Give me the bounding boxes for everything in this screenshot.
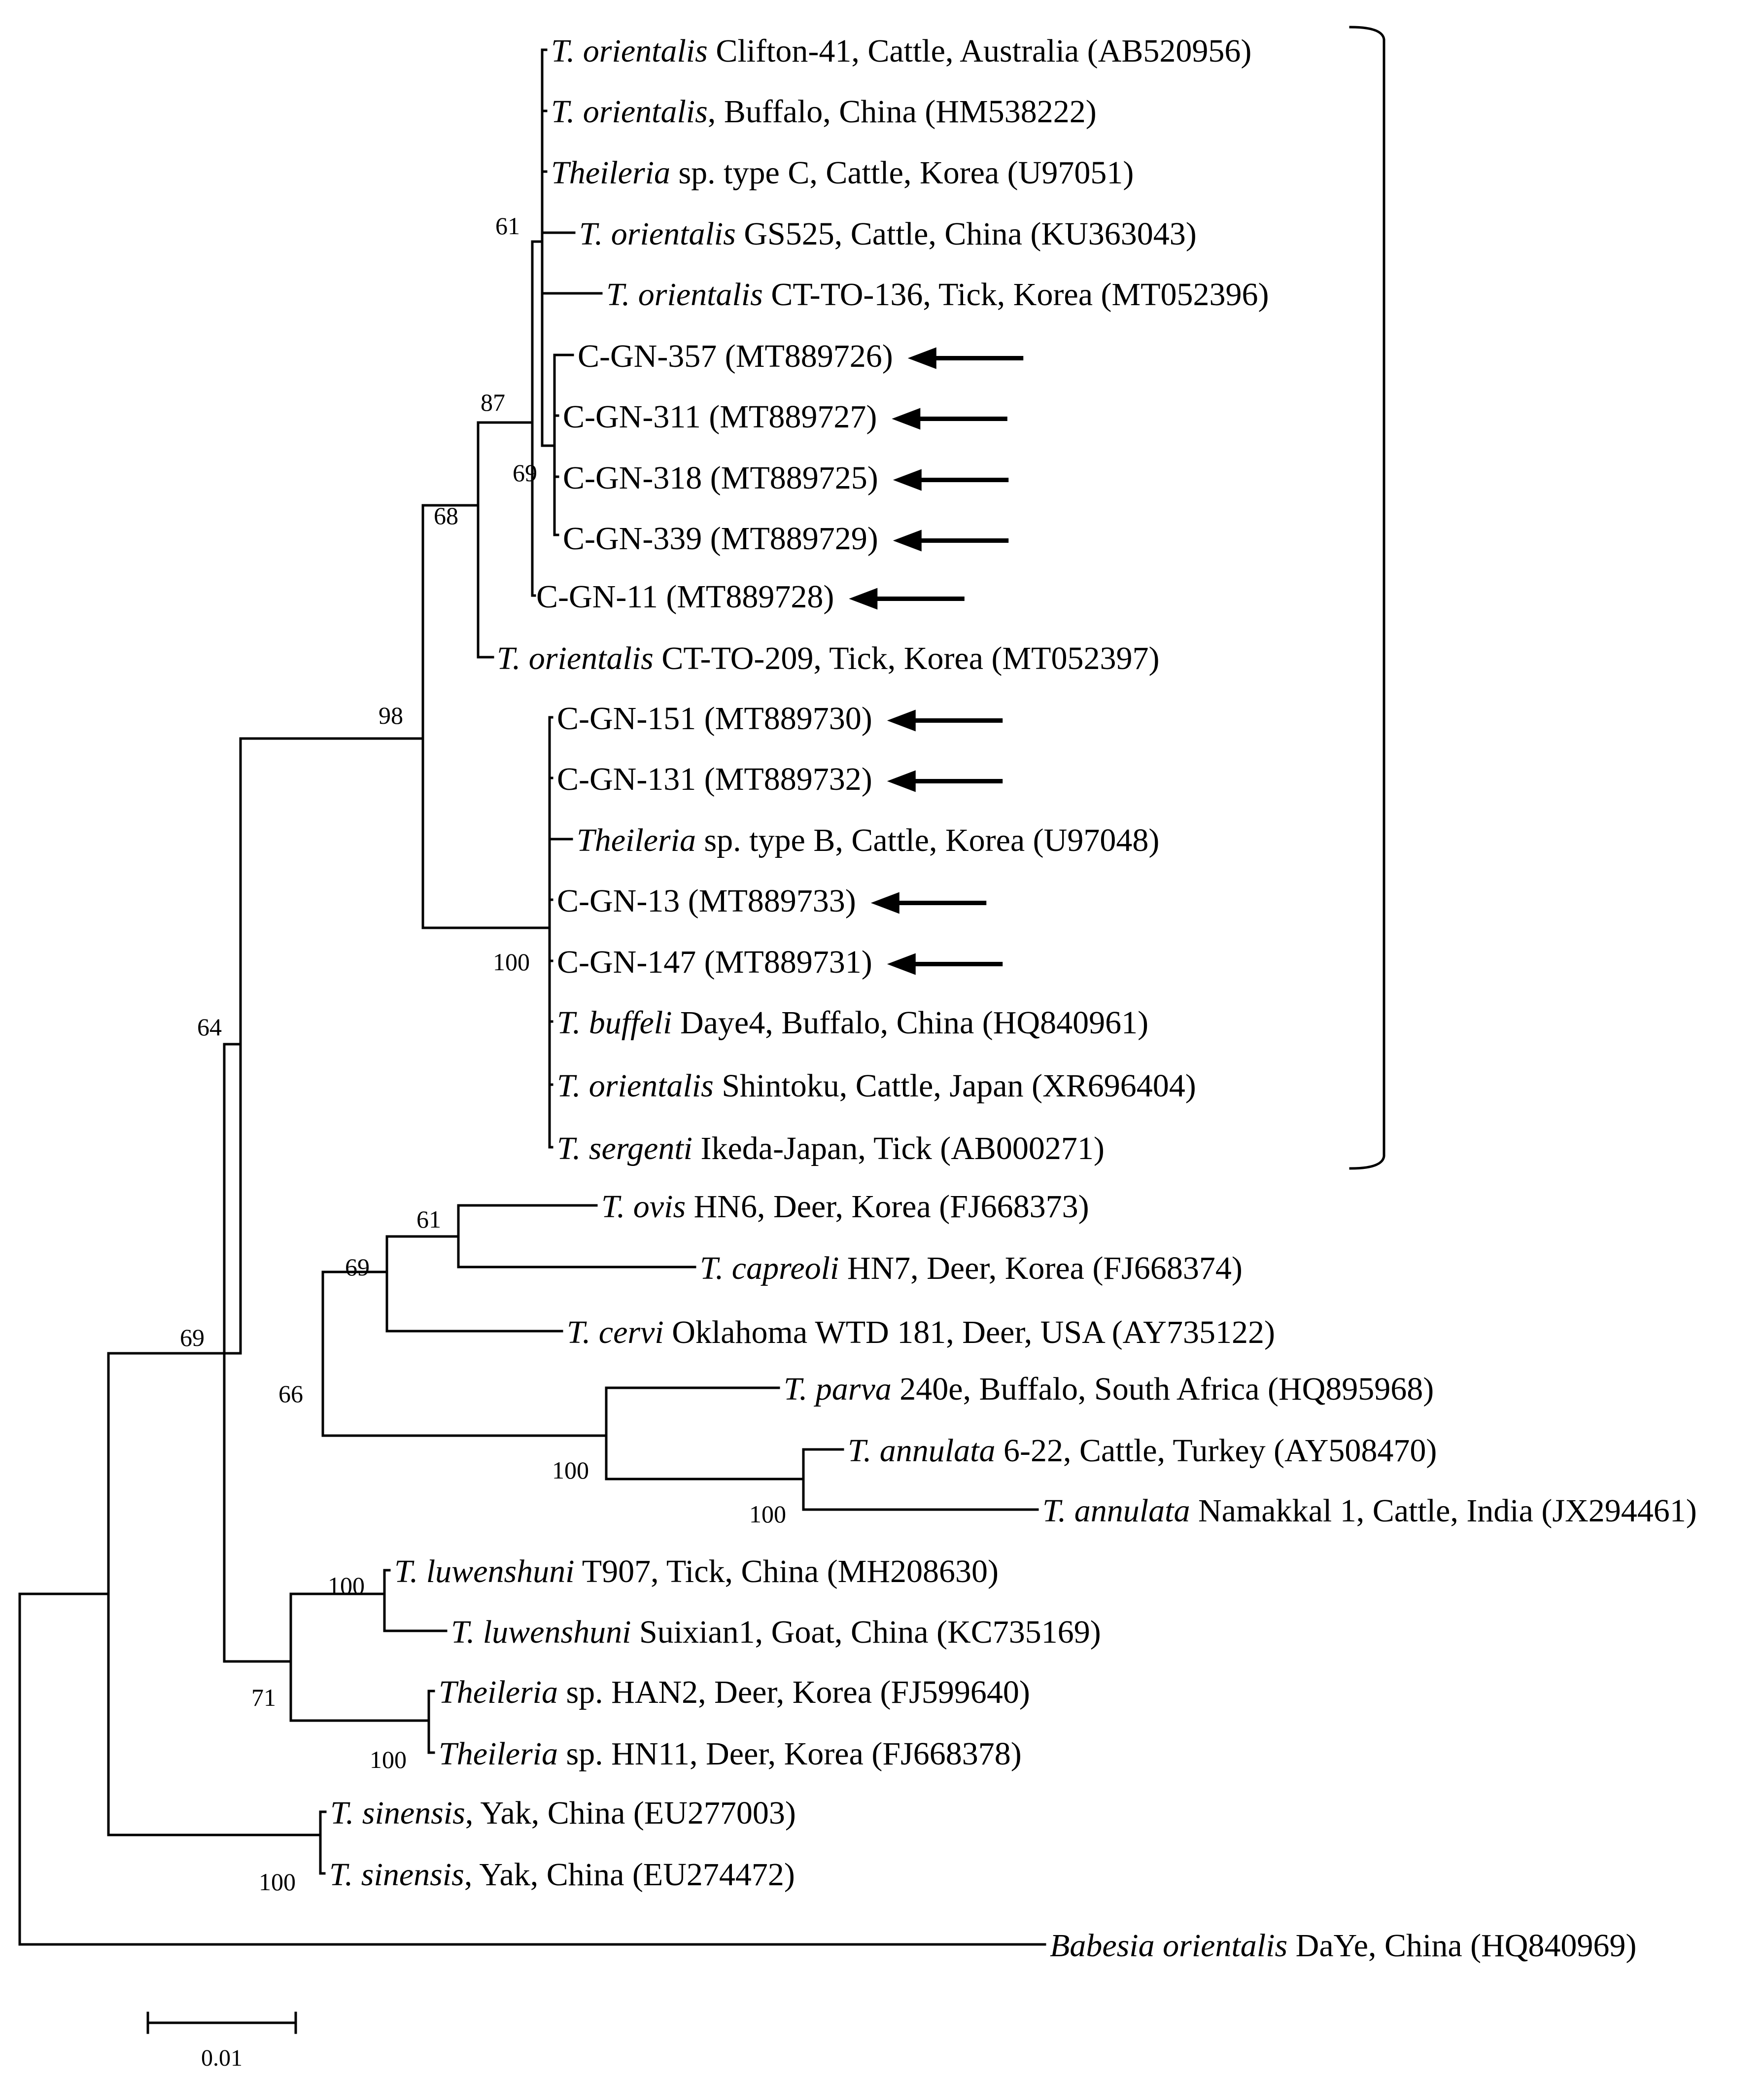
leaf-label: T. orientalis GS525, Cattle, China (KU36…: [579, 216, 1197, 252]
sample-arrow-head: [892, 408, 921, 430]
leaf-label: T. cervi Oklahoma WTD 181, Deer, USA (AY…: [567, 1314, 1275, 1350]
sample-arrow-head: [887, 770, 916, 792]
sample-arrow-head: [870, 892, 899, 914]
leaf-label: T. luwenshuni T907, Tick, China (MH20863…: [394, 1553, 999, 1589]
branch-node-64: [223, 737, 424, 1355]
sample-arrow-head: [893, 469, 922, 491]
sample-arrow-head: [893, 529, 922, 552]
sample-arrow: [870, 892, 987, 914]
leaf-label: T. orientalis, Buffalo, China (HM538222): [551, 94, 1097, 130]
branch-node-71: [289, 1592, 430, 1722]
bootstrap-value: 100: [493, 948, 530, 976]
bootstrap-value: 100: [259, 1868, 296, 1896]
leaf-label: C-GN-339 (MT889729): [563, 521, 878, 557]
leaf-label: C-GN-311 (MT889727): [563, 399, 877, 435]
leaf-label: T. buffeli Daye4, Buffalo, China (HQ8409…: [557, 1005, 1148, 1041]
branch-node-100-luwenshuni: [383, 1569, 448, 1632]
bootstrap-value: 64: [197, 1013, 222, 1041]
leaf-label: C-GN-131 (MT889732): [557, 761, 872, 797]
sample-arrow-head: [887, 709, 916, 732]
branch-node-61-deer: [457, 1204, 696, 1269]
sample-arrow-head: [849, 588, 878, 610]
sample-arrow: [849, 588, 965, 610]
bootstrap-value: 71: [251, 1684, 276, 1711]
sample-arrow: [907, 347, 1024, 369]
sample-arrow: [887, 709, 1003, 732]
leaf-label: T. sergenti Ikeda-Japan, Tick (AB000271): [557, 1130, 1105, 1166]
leaf-label: T. orientalis CT-TO-209, Tick, Korea (MT…: [497, 640, 1159, 676]
branch-node-61-polytomy: [541, 48, 603, 447]
sample-arrow-head: [907, 347, 936, 369]
sample-arrow: [893, 529, 1009, 552]
branch-node-69-samples: [553, 353, 574, 536]
leaf-labels: T. orientalis Clifton-41, Cattle, Austra…: [329, 33, 1697, 1964]
bootstrap-value: 69: [345, 1253, 370, 1281]
leaf-label: T. luwenshuni Suixian1, Goat, China (KC7…: [451, 1614, 1101, 1650]
bootstrap-value: 66: [278, 1380, 303, 1408]
leaf-label: C-GN-151 (MT889730): [557, 701, 872, 737]
scale-bar-label: 0.01: [201, 2045, 242, 2071]
leaf-label: C-GN-11 (MT889728): [536, 579, 834, 615]
bootstrap-value: 61: [416, 1205, 441, 1233]
branch-root: [18, 1592, 1046, 1946]
branch-node-98: [421, 504, 551, 929]
leaf-label: T. parva 240e, Buffalo, South Africa (HQ…: [784, 1371, 1434, 1407]
bootstrap-value: 61: [495, 212, 520, 240]
leaf-label: C-GN-13 (MT889733): [557, 883, 856, 919]
leaf-label: Theileria sp. type C, Cattle, Korea (U97…: [551, 155, 1134, 191]
branch-node-100-annulata: [802, 1448, 1039, 1511]
leaf-label: Theileria sp. type B, Cattle, Korea (U97…: [577, 822, 1159, 858]
leaf-label: T. annulata Namakkal 1, Cattle, India (J…: [1042, 1493, 1697, 1529]
sample-arrow-head: [887, 953, 916, 975]
bootstrap-value: 87: [481, 388, 505, 416]
branch-node-100-typeB: [548, 716, 573, 1149]
branch-node-69-deer-arms: [385, 1235, 563, 1333]
leaf-label: T. ovis HN6, Deer, Korea (FJ668373): [601, 1189, 1089, 1225]
branch-node-69-ingroup: [107, 1352, 322, 1836]
leaf-label: T. orientalis Shintoku, Cattle, Japan (X…: [557, 1068, 1196, 1104]
branch-node-66: [321, 1270, 608, 1437]
bootstrap-value: 100: [370, 1746, 407, 1773]
bootstrap-value: 69: [513, 459, 537, 487]
leaf-label: C-GN-318 (MT889725): [563, 460, 878, 496]
bootstrap-value: 69: [180, 1324, 205, 1351]
leaf-label: Theileria sp. HAN2, Deer, Korea (FJ59964…: [439, 1674, 1030, 1710]
sample-arrow: [893, 469, 1009, 491]
leaf-label: Theileria sp. HN11, Deer, Korea (FJ66837…: [439, 1736, 1022, 1772]
bootstrap-value: 100: [749, 1500, 786, 1528]
sample-arrow: [887, 770, 1003, 792]
clade-bracket: [1349, 26, 1385, 1170]
leaf-label: T. capreoli HN7, Deer, Korea (FJ668374): [700, 1250, 1243, 1286]
leaf-label: C-GN-147 (MT889731): [557, 944, 872, 980]
branch-node-64-stem: [223, 1043, 292, 1663]
leaf-label: T. sinensis, Yak, China (EU274472): [329, 1857, 795, 1893]
leaf-label: T. orientalis Clifton-41, Cattle, Austra…: [551, 33, 1251, 69]
branch-node-87: [531, 240, 544, 597]
sample-arrows: [849, 347, 1024, 975]
sample-arrow: [892, 408, 1007, 430]
bootstrap-value: 100: [552, 1456, 589, 1484]
tree-branches: [18, 48, 1046, 1946]
bootstrap-value: 100: [328, 1572, 365, 1599]
leaf-label: T. annulata 6-22, Cattle, Turkey (AY5084…: [848, 1433, 1437, 1469]
bootstrap-value: 98: [379, 702, 403, 729]
branch-node-100-han: [427, 1690, 435, 1754]
branch-node-100-parva: [605, 1386, 805, 1480]
bootstrap-value: 68: [434, 502, 458, 529]
scale-bar: 0.01: [146, 2011, 297, 2071]
bootstrap-values: 61 87 69 68 98 100 64 61 69 66 100 100 6…: [180, 212, 786, 1896]
branch-node-100-sinensis: [319, 1810, 327, 1875]
leaf-label: C-GN-357 (MT889726): [578, 338, 893, 374]
leaf-label: T. sinensis, Yak, China (EU277003): [330, 1795, 796, 1831]
leaf-label: T. orientalis CT-TO-136, Tick, Korea (MT…: [606, 277, 1269, 313]
branch-node-68: [477, 421, 534, 659]
sample-arrow: [887, 953, 1003, 975]
leaf-label: Babesia orientalis DaYe, China (HQ840969…: [1050, 1928, 1636, 1964]
